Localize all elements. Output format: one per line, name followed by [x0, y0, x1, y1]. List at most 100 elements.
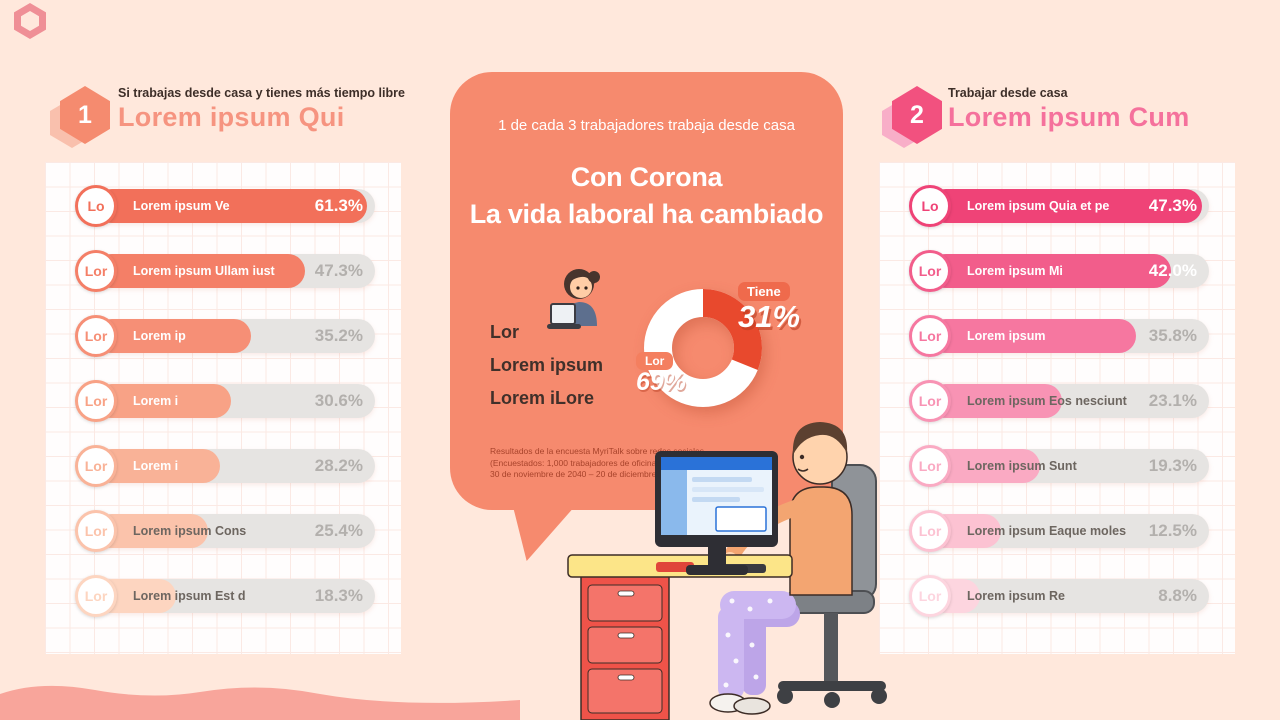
footnote-line: Resultados de la encuesta MyriTalk sobre… — [490, 446, 705, 456]
bar-prefix-circle: Lor — [909, 510, 951, 552]
bar-prefix-circle: Lor — [909, 380, 951, 422]
bar-label: Lorem ipsum Cons — [133, 524, 247, 538]
bar-prefix-circle: Lor — [75, 445, 117, 487]
bar-row: Lorem ipsum Sunt 19.3% Lor — [909, 445, 1209, 487]
bar-row: Lorem ipsum Cons 25.4% Lor — [75, 510, 375, 552]
bar-value: 28.2% — [314, 456, 363, 475]
bar-prefix-circle: Lor — [909, 315, 951, 357]
bar-fill — [929, 384, 1063, 418]
bar-value: 35.2% — [314, 326, 363, 345]
seated-man — [709, 422, 853, 715]
section-1-badge: 1 — [50, 86, 114, 152]
bar-row: Lorem i 28.2% Lor — [75, 445, 375, 487]
bar-label: Lorem ipsum Eos nesciunt — [967, 394, 1127, 408]
bar-fill — [95, 384, 231, 418]
bar-label: Lorem ipsum Eaque moles — [967, 524, 1127, 538]
bar-track: Lorem ipsum Re 8.8% — [929, 579, 1209, 613]
bar-track: Lorem ipsum Mi 42.0% — [929, 254, 1209, 288]
bar-prefix-circle: Lor — [75, 380, 117, 422]
bar-fill — [95, 189, 368, 223]
section-2-eyebrow: Trabajar desde casa — [948, 86, 1068, 100]
bar-row: Lorem ipsum Re 8.8% Lor — [909, 575, 1209, 617]
computer-monitor — [655, 451, 778, 575]
bar-track: Lorem ipsum Eos nesciunt 23.1% — [929, 384, 1209, 418]
bar-fill — [95, 319, 252, 353]
donut-secondary-tag: Lor — [636, 352, 674, 370]
bar-prefix-circle: Lor — [909, 575, 951, 617]
bar-track: Lorem ipsum Sunt 19.3% — [929, 449, 1209, 483]
bar-track: Lorem ip 35.2% — [95, 319, 375, 353]
side-text-line: Lorem iLore — [490, 388, 595, 408]
bar-prefix-circle: Lo — [909, 185, 951, 227]
bar-label: Lorem ipsum Re — [967, 589, 1065, 603]
bar-label: Lorem ipsum Ve — [133, 199, 230, 213]
bar-track: Lorem ipsum Quia et pe 47.3% — [929, 189, 1209, 223]
bar-track: Lorem ipsum 35.8% — [929, 319, 1209, 353]
bar-prefix-circle: Lor — [75, 510, 117, 552]
bar-prefix-circle: Lo — [75, 185, 117, 227]
bar-fill — [929, 189, 1203, 223]
man-at-desk-illustration — [567, 422, 887, 720]
woman-with-laptop-illustration — [547, 269, 600, 329]
bar-label: Lorem ipsum Ullam iust — [133, 264, 275, 278]
bar-row: Lorem ipsum Eaque moles 12.5% Lor — [909, 510, 1209, 552]
section-1-title: Lorem ipsum Qui — [118, 102, 345, 132]
bar-value: 19.3% — [1148, 456, 1197, 475]
bar-label: Lorem ipsum Est d — [133, 589, 246, 603]
donut-secondary-value: 69% — [636, 368, 687, 396]
bar-value: 18.3% — [314, 586, 363, 605]
side-text-line: Lorem ipsum — [490, 355, 604, 375]
bar-value: 35.8% — [1148, 326, 1197, 345]
bubble-side-text: Lor Lorem ipsum Lorem iLore — [490, 316, 603, 415]
bar-value: 12.5% — [1148, 521, 1197, 540]
bar-track: Lorem i 30.6% — [95, 384, 375, 418]
bubble-footnote: Resultados de la encuesta MyriTalk sobre… — [490, 446, 704, 481]
bar-track: Lorem ipsum Ullam iust 47.3% — [95, 254, 375, 288]
footnote-line: 30 de noviembre de 2040 – 20 de diciembr… — [490, 469, 693, 479]
bar-label: Lorem ip — [133, 329, 186, 343]
bar-track: Lorem ipsum Cons 25.4% — [95, 514, 375, 548]
side-text-line: Lor — [490, 322, 519, 342]
bar-label: Lorem ipsum Sunt — [967, 459, 1077, 473]
bar-value: 47.3% — [1148, 196, 1197, 215]
left-bar-chart-panel: Lorem ipsum Ve 61.3% Lo Lorem ipsum Ullam i… — [45, 162, 401, 654]
bar-value: 30.6% — [314, 391, 363, 410]
wave-shape — [0, 685, 520, 720]
bar-value: 61.3% — [314, 196, 363, 215]
bar-track: Lorem ipsum Eaque moles 12.5% — [929, 514, 1209, 548]
section-2-title: Lorem ipsum Cum — [948, 102, 1190, 132]
bar-value: 42.0% — [1148, 261, 1197, 280]
bar-value: 47.3% — [314, 261, 363, 280]
desk — [567, 554, 793, 720]
bar-label: Lorem ipsum — [967, 329, 1046, 343]
mousepad — [656, 562, 694, 572]
bar-value: 25.4% — [314, 521, 363, 540]
bubble-intro: 1 de cada 3 trabajadores trabaja desde c… — [498, 117, 795, 134]
donut-primary-value: 31% — [738, 299, 801, 334]
donut-slice — [644, 289, 762, 407]
section-1-eyebrow: Si trabajas desde casa y tienes más tiem… — [118, 86, 405, 100]
bar-prefix-circle: Lor — [75, 315, 117, 357]
bar-row: Lorem ipsum Quia et pe 47.3% Lo — [909, 185, 1209, 227]
bar-prefix-circle: Lor — [909, 445, 951, 487]
bar-label: Lorem ipsum Quia et pe — [967, 199, 1110, 213]
bar-track: Lorem i 28.2% — [95, 449, 375, 483]
footnote-line: (Encuestados: 1,000 trabajadores de ofic… — [490, 457, 657, 468]
donut-primary-tag: Tiene — [738, 282, 790, 301]
bar-label: Lorem i — [133, 394, 179, 408]
bar-row: Lorem ipsum Ullam iust 47.3% Lor — [75, 250, 375, 292]
bar-row: Lorem ipsum Mi 42.0% Lor — [909, 250, 1209, 292]
bar-value: 23.1% — [1148, 391, 1197, 410]
speech-bubble: 1 de cada 3 trabajadores trabaja desde c… — [450, 72, 843, 510]
bar-prefix-circle: Lor — [909, 250, 951, 292]
bar-value: 8.8% — [1158, 586, 1197, 605]
bar-row: Lorem ipsum 35.8% Lor — [909, 315, 1209, 357]
bar-row: Lorem ipsum Ve 61.3% Lo — [75, 185, 375, 227]
bar-row: Lorem ipsum Eos nesciunt 23.1% Lor — [909, 380, 1209, 422]
bar-track: Lorem ipsum Est d 18.3% — [95, 579, 375, 613]
bar-label: Lorem ipsum Mi — [967, 264, 1063, 278]
bubble-headline-line2: La vida laboral ha cambiado — [469, 199, 824, 229]
bar-prefix-circle: Lor — [75, 250, 117, 292]
donut-chart — [644, 289, 762, 407]
